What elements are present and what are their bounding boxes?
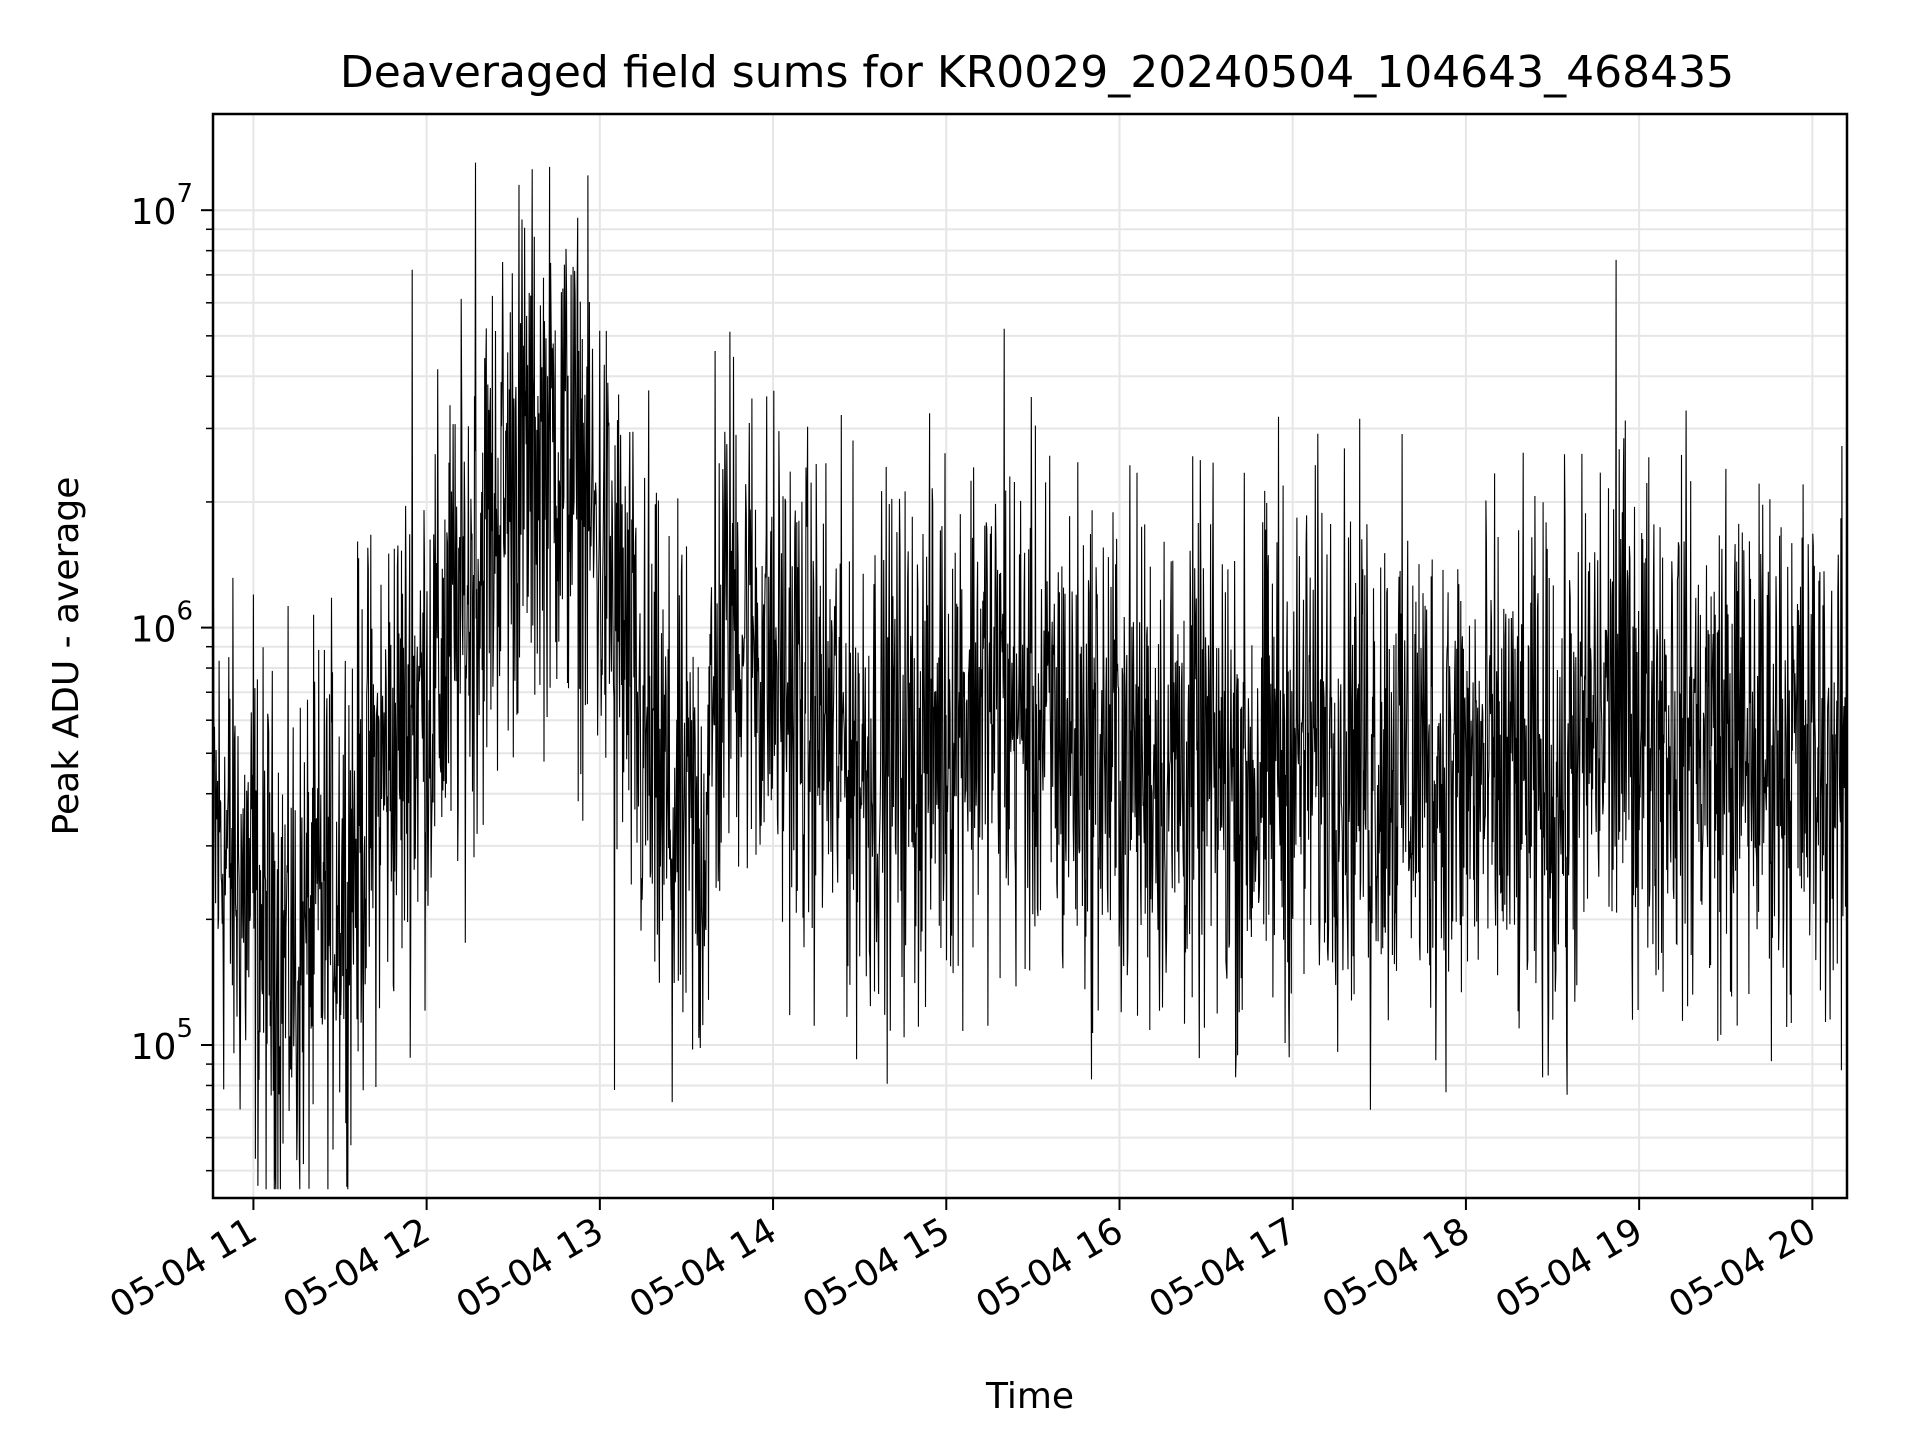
series-line <box>212 162 1848 1190</box>
x-axis-label: Time <box>985 1376 1074 1417</box>
plot-frame <box>211 112 1849 1200</box>
y-tick-label: 107 <box>131 179 193 233</box>
y-axis: 105 106 107 <box>131 179 213 1172</box>
y-axis-label: Peak ADU - average <box>46 477 87 836</box>
y-tick-label: 106 <box>131 597 193 651</box>
y-tick-label: 105 <box>131 1014 193 1068</box>
chart-title: Deaveraged field sums for KR0029_2024050… <box>340 47 1734 98</box>
series-path <box>212 162 1848 1190</box>
